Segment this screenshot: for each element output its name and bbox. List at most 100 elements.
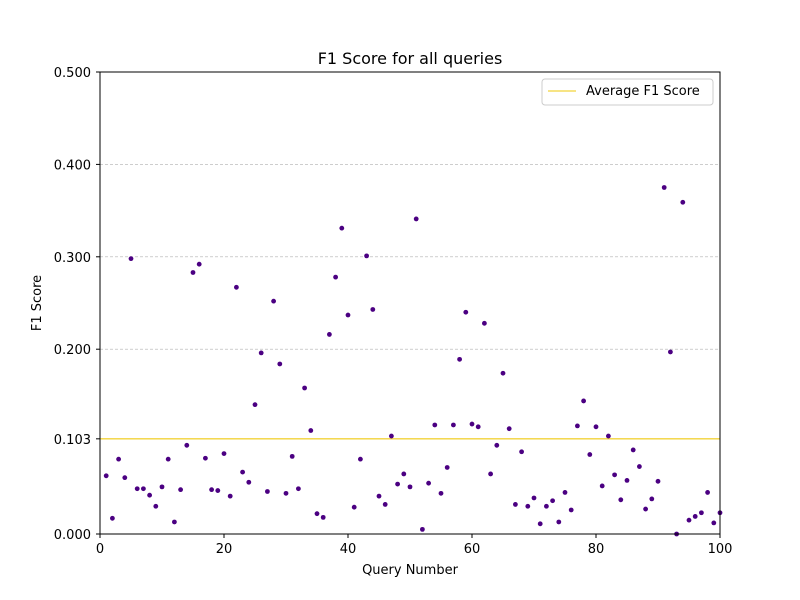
data-point — [711, 520, 717, 526]
data-point — [227, 493, 233, 499]
data-point — [221, 451, 227, 457]
data-point — [680, 199, 686, 205]
data-point — [413, 216, 419, 222]
data-point — [116, 456, 121, 462]
data-point — [401, 471, 407, 477]
data-point — [686, 517, 692, 523]
data-point — [246, 479, 252, 485]
data-point — [457, 356, 462, 362]
data-point — [308, 428, 314, 433]
x-tick-label: 60 — [464, 542, 481, 557]
data-point — [630, 447, 636, 453]
data-point — [519, 449, 524, 455]
data-point — [147, 492, 153, 498]
data-point — [593, 424, 599, 430]
data-point — [376, 493, 382, 499]
data-point — [128, 256, 134, 262]
y-tick-label: 0.500 — [54, 66, 91, 81]
data-point — [581, 398, 586, 404]
data-point — [382, 502, 388, 507]
data-point — [488, 471, 493, 477]
data-point — [389, 433, 394, 439]
data-point — [649, 496, 655, 502]
chart-title: F1 Score for all queries — [318, 49, 503, 68]
data-point — [668, 349, 673, 355]
data-point — [327, 332, 332, 337]
data-point — [165, 456, 171, 462]
data-point — [314, 511, 320, 517]
legend: Average F1 Score — [541, 78, 714, 106]
data-point — [134, 486, 140, 492]
data-point — [271, 298, 276, 304]
legend-box — [541, 78, 714, 106]
data-point — [265, 489, 270, 494]
data-points — [103, 185, 723, 537]
data-point — [612, 472, 617, 478]
data-point — [420, 526, 425, 532]
data-point — [203, 455, 208, 461]
data-point — [153, 503, 159, 509]
x-tick-label: 100 — [708, 542, 733, 557]
data-point — [568, 507, 574, 513]
data-point — [178, 487, 184, 493]
data-point — [655, 478, 661, 484]
data-point — [643, 506, 648, 512]
data-point — [215, 488, 221, 493]
data-point — [587, 452, 593, 457]
data-point — [624, 478, 630, 483]
y-tick-label: 0.103 — [54, 433, 91, 448]
grid-lines — [100, 164, 720, 350]
data-point — [302, 385, 307, 391]
data-point — [234, 284, 239, 290]
data-point — [513, 502, 518, 507]
data-point — [475, 424, 481, 430]
x-tick-label: 40 — [340, 542, 357, 557]
data-point — [661, 185, 667, 190]
legend-label-average: Average F1 Score — [586, 84, 700, 99]
data-point — [122, 475, 128, 481]
data-point — [370, 307, 376, 312]
x-tick-label: 20 — [216, 542, 233, 557]
data-point — [482, 320, 487, 326]
data-point — [296, 486, 301, 492]
data-point — [395, 481, 400, 487]
data-point — [141, 486, 146, 492]
data-point — [110, 515, 115, 521]
data-point — [283, 490, 289, 496]
data-point — [172, 519, 177, 525]
data-point — [537, 521, 543, 527]
data-point — [364, 253, 369, 259]
y-tick-label: 0.400 — [54, 158, 91, 173]
data-point — [190, 270, 196, 275]
data-point — [184, 442, 190, 448]
data-point — [606, 433, 611, 439]
data-point — [351, 504, 357, 510]
data-point — [339, 225, 345, 231]
data-point — [705, 490, 710, 495]
data-point — [345, 312, 351, 318]
data-point — [550, 498, 555, 504]
x-tick-label: 0 — [96, 542, 104, 557]
data-point — [506, 426, 512, 432]
data-point — [451, 422, 456, 428]
data-point — [556, 519, 562, 525]
data-point — [469, 421, 475, 427]
data-point — [209, 487, 215, 493]
data-point — [562, 490, 568, 495]
data-point — [432, 422, 438, 428]
data-point — [500, 370, 506, 376]
data-point — [692, 514, 698, 519]
data-point — [525, 503, 531, 509]
data-point — [637, 464, 642, 469]
data-point — [277, 361, 283, 367]
data-point — [289, 453, 295, 459]
data-point — [258, 350, 264, 356]
y-tick-label: 0.000 — [54, 528, 91, 543]
data-point — [358, 456, 363, 462]
y-tick-label: 0.200 — [54, 343, 91, 358]
x-tick-label: 80 — [588, 542, 605, 557]
x-axis-ticks: 0 20 40 60 80 100 — [96, 534, 733, 557]
data-point — [196, 261, 202, 267]
data-point — [320, 514, 326, 520]
